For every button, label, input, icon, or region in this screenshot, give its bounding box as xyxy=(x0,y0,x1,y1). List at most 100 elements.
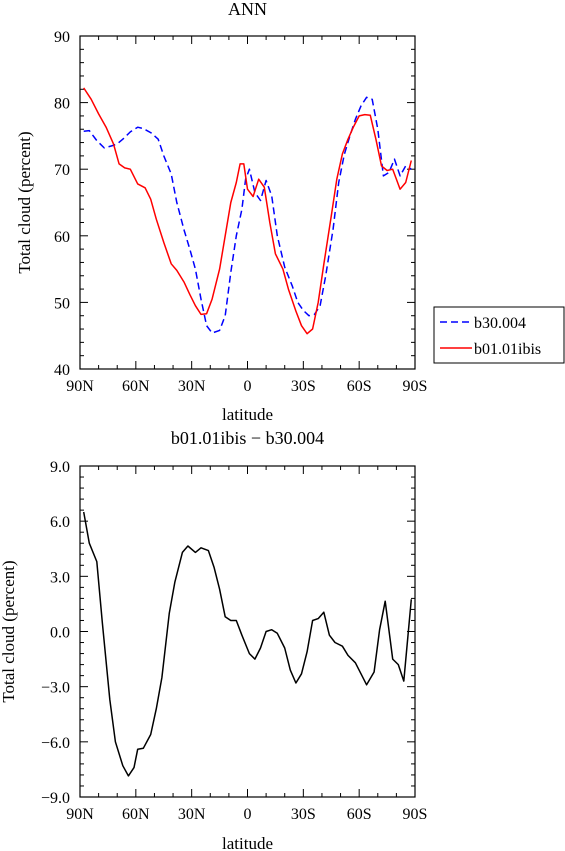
data-point xyxy=(284,266,286,268)
data-point xyxy=(303,310,305,312)
data-point xyxy=(200,314,202,316)
data-point xyxy=(397,664,399,666)
y-tick-label: 9.0 xyxy=(50,459,70,476)
y-tick-label: 80 xyxy=(54,96,70,113)
data-point xyxy=(176,270,178,272)
data-point xyxy=(115,741,117,743)
data-point xyxy=(129,131,131,133)
data-point xyxy=(239,163,241,165)
data-point xyxy=(254,658,256,660)
data-point xyxy=(137,126,139,128)
data-point xyxy=(89,130,91,132)
data-point xyxy=(343,154,345,156)
data-point xyxy=(183,230,185,232)
data-point xyxy=(342,645,344,647)
data-point xyxy=(206,325,208,327)
data-point xyxy=(317,618,319,620)
data-point xyxy=(405,182,407,184)
data-point xyxy=(410,160,412,162)
x-tick-label: 0 xyxy=(244,806,252,823)
x-tick-label: 30S xyxy=(291,378,316,395)
x-tick-label: 90S xyxy=(403,378,428,395)
data-point xyxy=(282,268,284,270)
data-point xyxy=(156,708,158,710)
y-tick-label: 90 xyxy=(54,29,70,46)
data-point xyxy=(306,333,308,335)
data-point xyxy=(358,115,360,117)
x-axis-label: latitude xyxy=(222,834,273,851)
x-tick-label: 60N xyxy=(122,378,150,395)
data-point xyxy=(230,202,232,204)
data-point xyxy=(301,325,303,327)
data-point xyxy=(219,588,221,590)
data-point xyxy=(308,315,310,317)
data-point xyxy=(116,143,118,145)
y-tick-label: −3.0 xyxy=(41,680,70,697)
y-tick-label: 70 xyxy=(54,162,70,179)
data-point xyxy=(102,622,104,624)
y-tick-label: 3.0 xyxy=(50,569,70,586)
y-tick-label: 40 xyxy=(54,362,70,379)
data-point xyxy=(150,198,152,200)
data-point xyxy=(211,332,213,334)
data-point xyxy=(213,566,215,568)
data-point xyxy=(89,542,91,544)
data-point xyxy=(323,611,325,613)
data-point xyxy=(276,235,278,237)
data-point xyxy=(195,552,197,554)
data-point xyxy=(118,163,120,165)
data-point xyxy=(338,182,340,184)
data-point xyxy=(392,658,394,660)
y-tick-label: 50 xyxy=(54,295,70,312)
data-point xyxy=(301,673,303,675)
data-point xyxy=(169,612,171,614)
data-point xyxy=(269,222,271,224)
data-point xyxy=(224,235,226,237)
data-point xyxy=(366,96,368,98)
data-point xyxy=(183,282,185,284)
data-point xyxy=(189,248,191,250)
data-point xyxy=(182,552,184,554)
data-point xyxy=(373,671,375,673)
data-point xyxy=(377,128,379,130)
data-point xyxy=(128,775,130,777)
data-point xyxy=(150,132,152,134)
data-point xyxy=(109,699,111,701)
data-point xyxy=(236,620,238,622)
x-tick-label: 90N xyxy=(66,806,94,823)
data-point xyxy=(200,298,202,300)
data-point xyxy=(111,145,113,147)
data-point xyxy=(206,313,208,315)
plot-frame-2 xyxy=(79,465,416,798)
data-point xyxy=(276,633,278,635)
data-point xyxy=(83,130,85,132)
data-point xyxy=(386,170,388,172)
data-point xyxy=(142,128,144,130)
data-point xyxy=(355,662,357,664)
data-point xyxy=(381,165,383,167)
data-point xyxy=(96,140,98,142)
data-point xyxy=(291,285,293,287)
data-point xyxy=(163,155,165,157)
data-point xyxy=(399,175,401,177)
data-point xyxy=(319,305,321,307)
data-point xyxy=(405,165,407,167)
y-tick-label: 60 xyxy=(54,229,70,246)
data-point xyxy=(290,669,292,671)
data-point xyxy=(325,275,327,277)
plot-frame-1 xyxy=(79,35,416,370)
y-axis-label: Total cloud (percent) xyxy=(0,560,18,702)
data-point xyxy=(195,268,197,270)
legend-label: b01.01ibis xyxy=(474,341,541,358)
data-point xyxy=(306,651,308,653)
data-point xyxy=(137,748,139,750)
series-line-difference xyxy=(82,511,413,777)
data-point xyxy=(224,616,226,618)
data-point xyxy=(330,215,332,217)
data-point xyxy=(360,105,362,107)
x-tick-label: 30N xyxy=(178,378,206,395)
data-point xyxy=(252,196,254,198)
data-point xyxy=(410,599,412,601)
y-tick-label: 0.0 xyxy=(50,625,70,642)
y-tick-label: −6.0 xyxy=(41,735,70,752)
